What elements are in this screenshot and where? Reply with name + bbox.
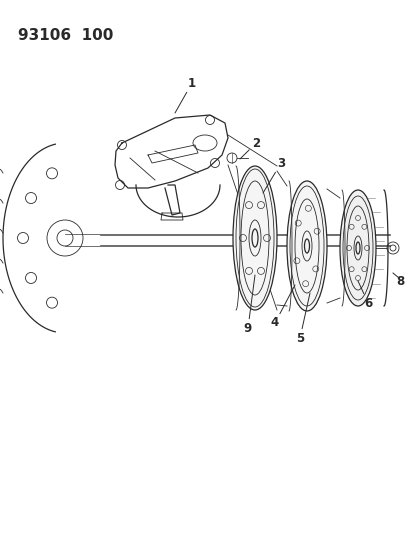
Ellipse shape <box>233 166 276 310</box>
Text: 2: 2 <box>240 136 259 159</box>
Text: 4: 4 <box>270 285 294 329</box>
Text: 3: 3 <box>262 157 285 193</box>
Text: 1: 1 <box>175 77 196 113</box>
Ellipse shape <box>286 181 326 311</box>
Text: 9: 9 <box>243 275 254 335</box>
Text: 8: 8 <box>395 274 403 287</box>
Text: 6: 6 <box>357 281 371 310</box>
Text: 93106  100: 93106 100 <box>18 28 113 43</box>
Ellipse shape <box>339 190 375 306</box>
Text: 5: 5 <box>295 293 309 344</box>
